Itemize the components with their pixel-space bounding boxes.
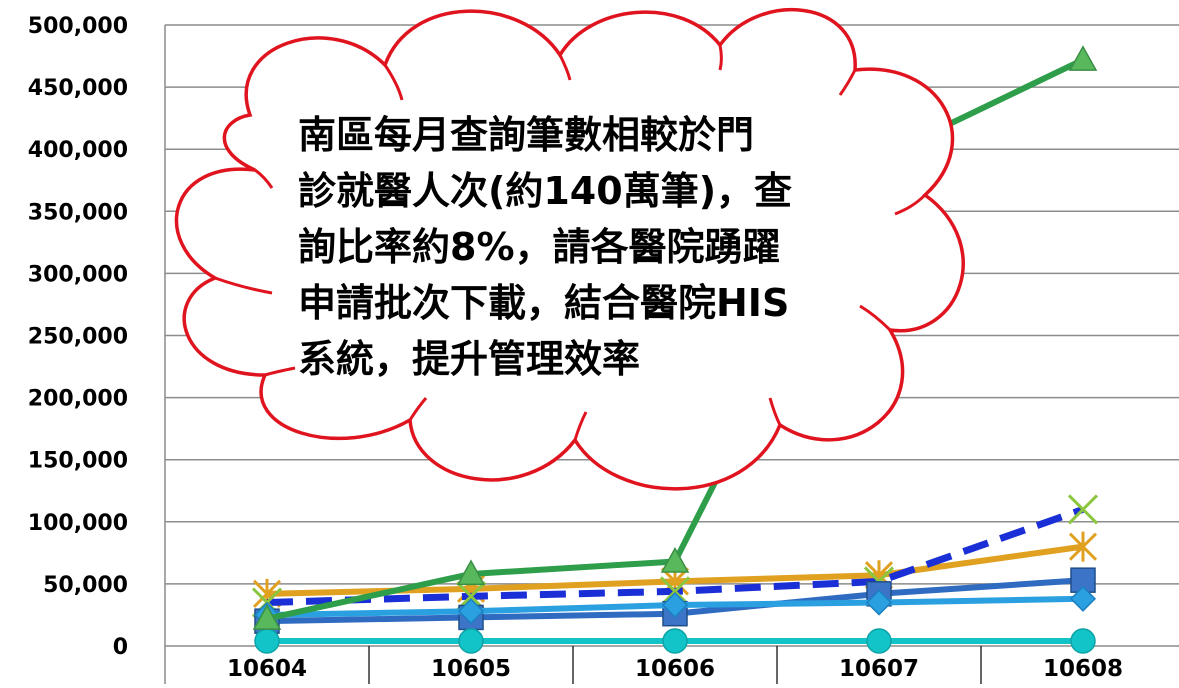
y-tick-label: 350,000 xyxy=(28,200,128,225)
cloud-shape xyxy=(174,7,965,491)
data-point xyxy=(659,576,691,607)
data-point xyxy=(660,546,690,573)
y-tick-label: 500,000 xyxy=(28,14,128,39)
data-point xyxy=(661,591,689,619)
x-tick-label: 10604 xyxy=(227,656,307,682)
x-tick-label: 10606 xyxy=(635,656,715,682)
y-tick-label: 400,000 xyxy=(28,138,128,163)
data-point xyxy=(252,604,282,630)
x-tick-label: 10607 xyxy=(839,656,919,682)
data-point xyxy=(1068,531,1098,562)
cloud-inner-arcs xyxy=(214,44,927,441)
y-tick-label: 200,000 xyxy=(28,387,128,412)
data-point xyxy=(1067,494,1099,525)
x-tick-label: 10605 xyxy=(431,656,511,682)
y-tick-label: 250,000 xyxy=(28,325,128,350)
data-point xyxy=(865,589,893,616)
annotation-line-3: 詢比率約8%，請各醫院踴躍 xyxy=(298,225,781,269)
data-point xyxy=(456,559,486,586)
y-tick-label: 0 xyxy=(113,635,128,660)
data-point xyxy=(254,628,280,654)
data-point xyxy=(1068,45,1098,71)
y-tick-label: 150,000 xyxy=(28,449,128,474)
data-point xyxy=(1070,628,1096,654)
annotation-cloud: 南區每月查詢筆數相較於門 診就醫人次(約140萬筆)，查 詢比率約8%，請各醫院… xyxy=(174,7,965,491)
x-axis-ticks: 10604 10605 10606 10607 10608 xyxy=(227,656,1123,682)
x-tick-label: 10608 xyxy=(1043,656,1123,682)
y-tick-label: 100,000 xyxy=(28,511,128,536)
y-tick-label: 450,000 xyxy=(28,76,128,101)
data-point xyxy=(662,628,688,654)
y-axis-ticks: 0 50,000 100,000 150,000 200,000 250,000 300,0… xyxy=(28,14,128,660)
y-tick-label: 50,000 xyxy=(43,573,128,598)
annotation-line-5: 系統，提升管理效率 xyxy=(298,337,640,381)
data-point xyxy=(866,628,892,654)
data-point xyxy=(458,628,484,654)
annotation-line-2: 診就醫人次(約140萬筆)，查 xyxy=(298,169,792,213)
annotation-line-1: 南區每月查詢筆數相較於門 xyxy=(298,113,754,157)
annotation-line-4: 申請批次下載，結合醫院HIS xyxy=(298,281,789,325)
data-point xyxy=(1069,585,1097,612)
y-tick-label: 300,000 xyxy=(28,262,128,287)
data-point xyxy=(457,598,485,625)
